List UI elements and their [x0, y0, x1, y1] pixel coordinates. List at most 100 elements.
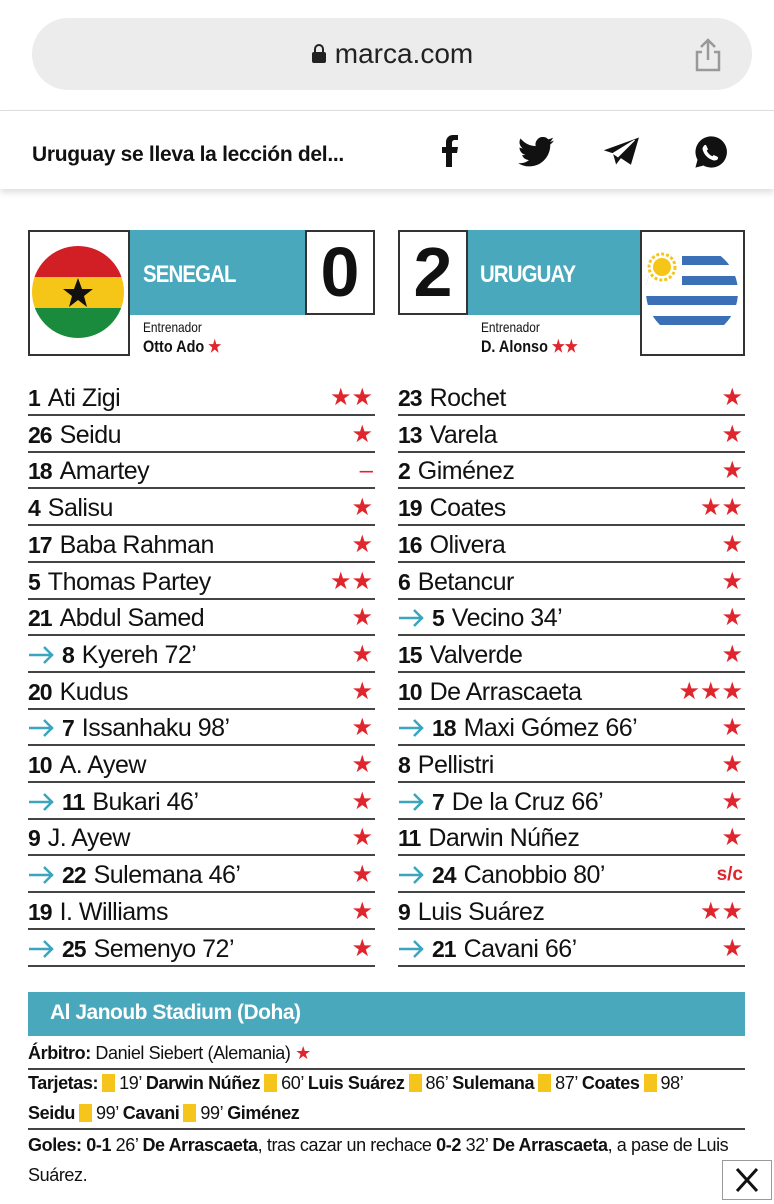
coach-rating: ★ — [208, 337, 222, 356]
sub-arrow — [29, 939, 54, 958]
player-name: Varela — [429, 420, 498, 449]
player-number: 16 — [398, 531, 423, 558]
player-rating: ★ — [721, 640, 743, 668]
player-name: Seidu — [59, 420, 122, 449]
yellow-card — [79, 1104, 93, 1122]
card-player: Coates — [581, 1073, 640, 1093]
player-number: 17 — [28, 531, 53, 558]
player-rating: ★ — [351, 787, 373, 815]
facebook-icon[interactable] — [438, 135, 460, 167]
player-name: J. Ayew — [47, 824, 131, 853]
home-score: 0 — [305, 230, 375, 315]
player-name: Giménez — [417, 457, 515, 486]
away-team-name: URUGUAY — [480, 261, 576, 288]
sub-arrow — [399, 719, 424, 738]
player-name: Maxi Gómez 66’ — [463, 714, 638, 743]
home-flag — [28, 230, 130, 356]
referee-label: Árbitro: — [28, 1043, 91, 1063]
player-name: Cavani 66’ — [463, 934, 578, 963]
player-row: 5 Vecino 34’ ★ — [398, 600, 745, 637]
card-minute: 60’ — [281, 1073, 304, 1093]
player-row: 9 J. Ayew ★ — [28, 820, 375, 857]
player-row: 8 Pellistri ★ — [398, 747, 745, 783]
player-name: Luis Suárez — [417, 897, 545, 926]
player-row: 1 Ati Zigi ★★ — [28, 380, 375, 416]
player-rating: ★★ — [329, 384, 373, 411]
card-minute: 87’ — [555, 1073, 578, 1093]
player-rating: ★ — [351, 897, 373, 925]
coach-rating: ★★ — [551, 337, 578, 356]
yellow-card — [102, 1074, 116, 1092]
coach-name: D. Alonso — [481, 337, 548, 356]
cards-row: Tarjetas: 19’ Darwin Núñez 60’ Luis Suárez… — [28, 1068, 718, 1128]
player-number: 11 — [398, 825, 421, 852]
player-number: 1 — [28, 385, 41, 411]
sub-arrow — [399, 939, 424, 958]
card-player: Cavani — [122, 1103, 180, 1123]
player-row: 18 Maxi Gómez 66’ ★ — [398, 710, 745, 747]
close-button[interactable] — [722, 1160, 772, 1200]
player-name: Thomas Partey — [47, 567, 212, 596]
player-name: Darwin Núñez — [428, 824, 580, 853]
yellow-card — [183, 1104, 197, 1122]
player-number: 23 — [398, 385, 423, 411]
player-name: Coates — [429, 494, 507, 523]
url-text: marca.com — [334, 38, 474, 69]
player-row: 24 Canobbio 80’ s/c — [398, 857, 745, 894]
card-player: Luis Suárez — [307, 1073, 405, 1093]
player-row: 6 Betancur ★ — [398, 564, 745, 600]
player-row: 11 Darwin Núñez ★ — [398, 820, 745, 857]
player-number: 18 — [432, 715, 457, 742]
player-rating: ★ — [721, 457, 743, 485]
goal-note: , tras cazar un rechace — [257, 1135, 432, 1155]
player-number: 15 — [398, 641, 423, 668]
player-name: Semenyo 72’ — [93, 934, 235, 963]
player-rating: ★ — [351, 494, 373, 522]
player-rating: ★ — [721, 384, 743, 411]
player-number: 11 — [62, 788, 85, 815]
player-number: 19 — [398, 495, 423, 522]
player-rating: ★★ — [699, 494, 743, 522]
player-rating: ★ — [721, 714, 743, 742]
player-number: 4 — [28, 495, 41, 522]
telegram-icon[interactable] — [600, 135, 642, 169]
player-name: Valverde — [429, 640, 523, 669]
player-row: 11 Bukari 46’ ★ — [28, 784, 375, 820]
player-number: 24 — [432, 862, 457, 889]
player-row: 19 I. Williams ★ — [28, 894, 375, 930]
player-name: Baba Rahman — [59, 530, 215, 559]
player-name: Kyereh 72’ — [81, 640, 197, 669]
player-row: 20 Kudus ★ — [28, 674, 375, 710]
player-rating: ★ — [721, 604, 743, 632]
whatsapp-icon[interactable] — [694, 135, 728, 169]
article-header: Uruguay se lleva la lección del... — [0, 110, 774, 189]
coach-name: Otto Ado — [143, 337, 205, 356]
player-name: I. Williams — [59, 897, 169, 926]
cards-label: Tarjetas: — [28, 1073, 99, 1093]
player-rating: s/c — [716, 864, 743, 886]
yellow-card — [264, 1074, 278, 1092]
player-name: De Arrascaeta — [429, 677, 582, 706]
goal-scorer: De Arrascaeta — [142, 1135, 258, 1155]
address-bar[interactable]: marca.com — [32, 18, 752, 90]
stadium: Al Janoub Stadium (Doha) — [50, 1001, 301, 1024]
player-rating: ★ — [351, 714, 373, 742]
player-number: 2 — [398, 458, 411, 485]
player-number: 22 — [62, 862, 87, 889]
player-number: 7 — [62, 715, 75, 742]
article-title: Uruguay se lleva la lección del... — [32, 143, 344, 166]
player-number: 10 — [28, 752, 53, 778]
card-player: Darwin Núñez — [145, 1073, 261, 1093]
player-row: 15 Valverde ★ — [398, 637, 745, 673]
player-rating: ★★ — [329, 567, 373, 595]
sub-arrow — [29, 719, 54, 738]
sub-arrow — [399, 609, 424, 628]
twitter-icon[interactable] — [518, 137, 554, 167]
card-minute: 98’ — [660, 1073, 684, 1093]
player-number: 18 — [28, 458, 53, 485]
player-row: 10 A. Ayew ★ — [28, 747, 375, 783]
referee-name: Daniel Siebert (Alemania) — [95, 1043, 291, 1063]
share-icon[interactable] — [692, 36, 724, 72]
player-row: 25 Semenyo 72’ ★ — [28, 931, 375, 967]
player-row: 21 Abdul Samed ★ — [28, 600, 375, 637]
